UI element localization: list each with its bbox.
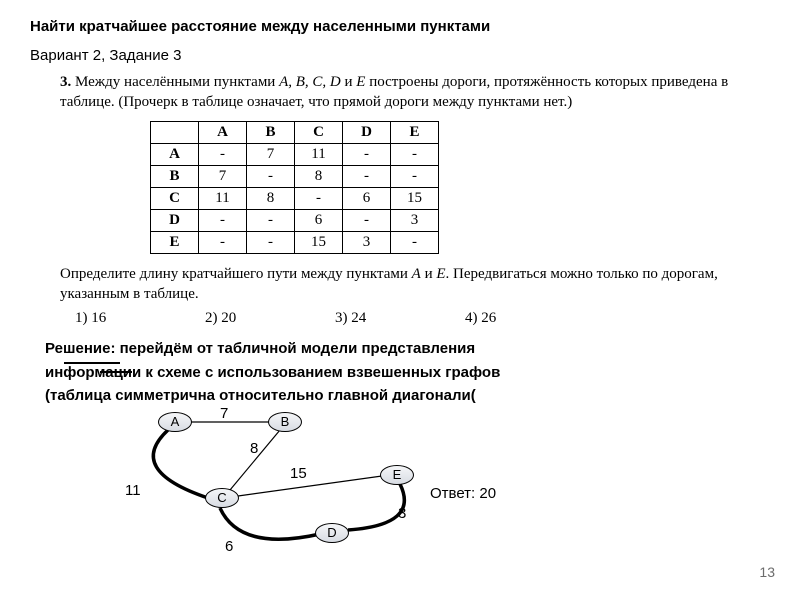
- graph-node-c: C: [205, 488, 239, 508]
- task-body-pts: A, B, C, D: [279, 74, 341, 90]
- cell: -: [343, 165, 391, 187]
- cell: 11: [295, 143, 343, 165]
- cell: -: [199, 143, 247, 165]
- page-number: 13: [759, 564, 775, 580]
- cell: 7: [247, 143, 295, 165]
- table-row: B 7 - 8 - -: [151, 165, 439, 187]
- answer-options: 1) 16 2) 20 3) 24 4) 26: [75, 310, 770, 327]
- graph-node-e: E: [380, 465, 414, 485]
- edge-label-ac: 11: [125, 482, 141, 499]
- answer-option-1: 1) 16: [75, 310, 106, 327]
- cell: -: [247, 165, 295, 187]
- edge-label-ab: 7: [220, 405, 228, 422]
- cell: -: [343, 209, 391, 231]
- graph-node-a: A: [158, 412, 192, 432]
- cell: -: [343, 143, 391, 165]
- th-e: E: [391, 121, 439, 143]
- cell: 3: [343, 231, 391, 253]
- edge-label-cd: 6: [225, 538, 233, 555]
- edge-label-bc: 8: [250, 440, 258, 457]
- row-label: C: [151, 187, 199, 209]
- cell: 11: [199, 187, 247, 209]
- row-label: E: [151, 231, 199, 253]
- underline-2: [100, 371, 132, 373]
- table-row: A - 7 11 - -: [151, 143, 439, 165]
- table-header-row: A B C D E: [151, 121, 439, 143]
- question-a: A: [412, 266, 421, 282]
- cell: -: [391, 143, 439, 165]
- edge-label-ce: 15: [290, 465, 307, 482]
- task-body-1: Между населёнными пунктами: [75, 74, 279, 90]
- cell: 15: [295, 231, 343, 253]
- cell: -: [247, 209, 295, 231]
- task-text: 3. Между населёнными пунктами A, B, C, D…: [60, 72, 760, 113]
- question-1: Определите длину кратчайшего пути между …: [60, 266, 412, 282]
- cell: 8: [295, 165, 343, 187]
- cell: 6: [295, 209, 343, 231]
- final-answer: Ответ: 20: [430, 485, 496, 502]
- question-and: и: [421, 266, 437, 282]
- row-label: A: [151, 143, 199, 165]
- solution-line-2: информации к схеме с использованием взве…: [45, 363, 770, 383]
- th-c: C: [295, 121, 343, 143]
- graph-node-d: D: [315, 523, 349, 543]
- table-row: D - - 6 - 3: [151, 209, 439, 231]
- answer-option-3: 3) 24: [335, 310, 366, 327]
- cell: 15: [391, 187, 439, 209]
- answer-option-4: 4) 26: [465, 310, 496, 327]
- cell: 8: [247, 187, 295, 209]
- cell: -: [199, 209, 247, 231]
- underline-1: [64, 362, 120, 364]
- task-number: 3.: [60, 74, 71, 90]
- task-body-and: и: [341, 74, 357, 90]
- edge-label-de: 3: [398, 505, 406, 522]
- cell: 3: [391, 209, 439, 231]
- th-a: A: [199, 121, 247, 143]
- th-blank: [151, 121, 199, 143]
- table-row: E - - 15 3 -: [151, 231, 439, 253]
- variant-label: Вариант 2, Задание 3: [30, 47, 770, 64]
- distance-table: A B C D E A - 7 11 - - B 7 - 8 - - C 11 …: [150, 121, 439, 254]
- question-text: Определите длину кратчайшего пути между …: [60, 264, 760, 305]
- question-e: E: [436, 266, 445, 282]
- cell: -: [295, 187, 343, 209]
- th-d: D: [343, 121, 391, 143]
- cell: 6: [343, 187, 391, 209]
- row-label: D: [151, 209, 199, 231]
- row-label: B: [151, 165, 199, 187]
- graph-node-b: B: [268, 412, 302, 432]
- cell: 7: [199, 165, 247, 187]
- th-b: B: [247, 121, 295, 143]
- cell: -: [391, 231, 439, 253]
- solution-line-1: Решение: перейдём от табличной модели пр…: [45, 339, 770, 359]
- answer-option-2: 2) 20: [205, 310, 236, 327]
- solution-line-3: (таблица симметрична относительно главно…: [45, 386, 770, 406]
- table-row: C 11 8 - 6 15: [151, 187, 439, 209]
- cell: -: [199, 231, 247, 253]
- graph-diagram: A B C D E 7 8 11 15 6 3: [120, 410, 520, 555]
- page-title: Найти кратчайшее расстояние между населе…: [30, 18, 770, 35]
- cell: -: [247, 231, 295, 253]
- cell: -: [391, 165, 439, 187]
